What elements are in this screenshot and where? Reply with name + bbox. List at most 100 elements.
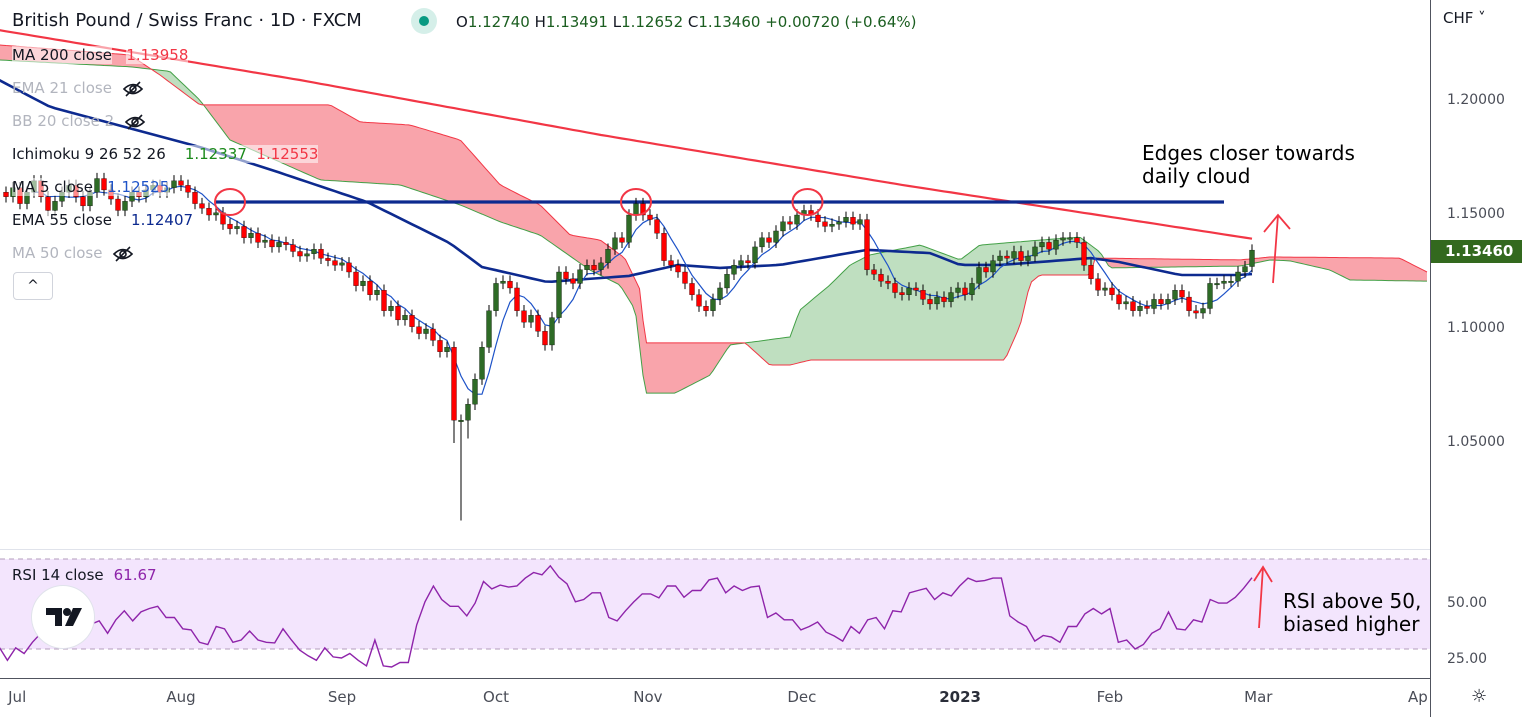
legend-ichimoku[interactable]: Ichimoku 9 26 52 26 1.12337 1.12553 [12,145,319,163]
candle [486,305,492,353]
legend-rsi[interactable]: RSI 14 close 61.67 [12,566,157,584]
price-axis[interactable]: CHF ˅ 1.20000 1.15000 1.10000 1.05000 1.… [1430,0,1522,717]
symbol-title[interactable]: British Pound / Swiss Franc · 1D · FXCM [12,10,362,31]
candle-body [45,196,51,211]
pane-separator[interactable] [0,549,1522,550]
cloud-segment [461,140,465,207]
legend-ma200[interactable]: MA 200 close 1.13958 [12,46,189,64]
candle-body [171,180,177,188]
collapse-legend-button[interactable]: ^ [13,272,53,300]
candle-body [619,237,625,243]
candle-body [1116,294,1122,305]
cloud-segment [1416,266,1420,282]
cloud-segment [916,245,920,361]
cloud-segment [244,104,248,148]
legend-value-span-a: 1.12337 [184,145,247,163]
legend-ma5[interactable]: MA 5 close 1.12525 [12,178,170,196]
candle-body [955,287,961,293]
cloud-segment [338,109,342,182]
candle [745,254,751,269]
cloud-segment [835,276,839,361]
candle-body [381,290,387,311]
cloud-segment [758,340,762,359]
cloud-segment [237,104,241,145]
cloud-segment [1364,257,1368,281]
eye-slash-icon[interactable] [124,113,146,130]
candle-body [3,192,9,197]
candle [1207,277,1213,315]
candle [1067,232,1073,244]
candle-body [1032,246,1038,257]
candle [619,232,625,249]
cloud-segment [1063,238,1067,275]
candle [1123,295,1129,310]
legend-ma50[interactable]: MA 50 close [12,244,134,262]
candle-body [444,347,450,352]
low-label: L [612,13,622,31]
candle-body [1207,283,1213,309]
cloud-segment [1199,259,1203,267]
cloud-segment [664,342,668,394]
price-chart[interactable] [0,0,1430,678]
time-axis-label: Jul [8,688,27,706]
cloud-segment [828,282,832,361]
candle-body [1242,266,1248,273]
candle-body [1179,290,1185,298]
candle-body [206,208,212,216]
candle [353,266,359,292]
cloud-segment [881,252,885,361]
legend-ema21[interactable]: EMA 21 close [12,79,144,97]
candle-body [430,328,436,341]
candle [101,172,107,196]
cloud-segment [391,123,395,185]
cloud-segment [625,259,629,300]
candle [493,277,499,317]
candle-body [465,404,471,421]
candle-body [290,244,296,252]
candle-body [829,223,835,227]
candle-body [591,265,597,270]
candle-body [234,226,240,229]
currency-dropdown[interactable]: CHF ˅ [1443,9,1486,27]
candle [1249,244,1255,273]
candle-body [766,237,772,243]
candle [1158,293,1164,310]
cloud-segment [1385,257,1389,281]
market-status-dot[interactable] [411,8,437,34]
candle [521,305,527,328]
eye-slash-icon[interactable] [122,80,144,97]
cloud-segment [923,246,927,361]
cloud-segment [769,339,773,366]
cloud-segment [531,200,535,234]
candle [941,291,947,308]
cloud-segment [1311,257,1315,267]
candle-body [1004,255,1010,259]
candle [528,309,534,328]
candle [906,282,912,301]
candle [892,277,898,299]
candle [829,218,835,233]
cloud-annotation: Edges closer towards daily cloud [1142,141,1355,188]
eye-slash-icon[interactable] [112,245,134,262]
candle-body [325,258,331,261]
cloud-segment [1171,259,1175,268]
tradingview-logo[interactable] [32,586,94,648]
cloud-segment [660,342,664,394]
highlight-circle [214,188,246,217]
candle-body [794,214,800,225]
legend-bb20[interactable]: BB 20 close 2 [12,112,146,130]
candle [332,254,338,271]
candle [514,282,520,317]
cloud-segment [678,342,682,392]
cloud-segment [510,189,514,227]
cloud-segment [1255,258,1259,263]
settings-gear-icon[interactable]: ☼ [1471,686,1488,707]
candle [1144,300,1150,315]
cloud-segment [464,144,468,209]
candle-body [528,315,534,323]
candle [479,341,485,385]
cloud-segment [790,327,794,366]
cloud-segment [832,279,836,361]
cloud-segment [1287,257,1291,261]
legend-ema55[interactable]: EMA 55 close 1.12407 [12,211,194,229]
